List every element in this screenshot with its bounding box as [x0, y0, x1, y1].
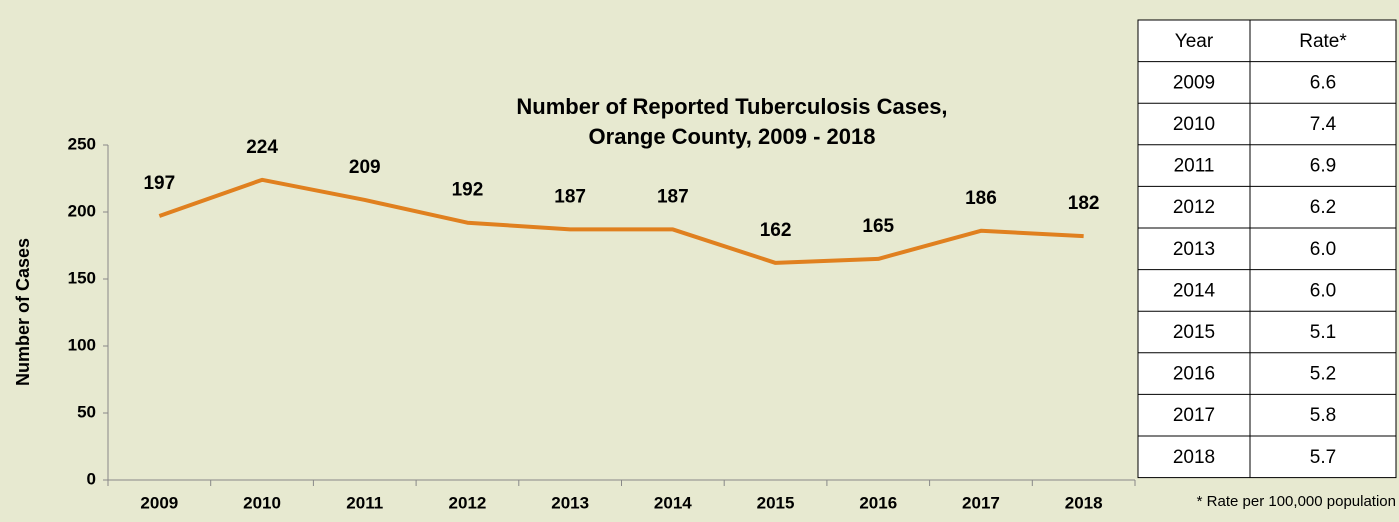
table-cell: 6.0	[1310, 280, 1336, 301]
table-frame	[1137, 19, 1397, 479]
y-tick-label: 100	[68, 335, 96, 354]
table-footnote: * Rate per 100,000 population	[1197, 493, 1396, 510]
x-tick-label: 2017	[962, 493, 1000, 512]
table-cell: 2017	[1173, 405, 1215, 426]
table-cell: 5.7	[1310, 447, 1336, 468]
table-cell: 2018	[1173, 447, 1215, 468]
y-tick-label: 0	[87, 469, 96, 488]
table-cell: 6.0	[1310, 239, 1336, 260]
data-label: 187	[554, 186, 586, 207]
x-tick-label: 2009	[140, 493, 178, 512]
x-tick-label: 2012	[449, 493, 487, 512]
data-label: 186	[965, 188, 997, 209]
data-label: 192	[452, 180, 484, 201]
table-cell: 2012	[1173, 197, 1215, 218]
data-label: 182	[1068, 193, 1100, 214]
table-cell: 6.9	[1310, 156, 1336, 177]
y-axis-label: Number of Cases	[13, 238, 33, 386]
table-cell: 5.8	[1310, 405, 1336, 426]
table-cell: 6.6	[1310, 72, 1336, 93]
table-cell: 2016	[1173, 364, 1215, 385]
x-tick-label: 2010	[243, 493, 281, 512]
table-cell: 2014	[1173, 280, 1216, 301]
chart-title: Number of Reported Tuberculosis Cases,	[516, 94, 947, 119]
chart-title: Orange County, 2009 - 2018	[589, 124, 876, 149]
x-tick-label: 2018	[1065, 493, 1103, 512]
table-cell: 6.2	[1310, 197, 1336, 218]
data-label: 224	[246, 137, 278, 158]
data-line	[158, 177, 1084, 265]
data-label: 162	[760, 220, 792, 241]
table-cell: 2013	[1173, 239, 1215, 260]
y-tick-label: 200	[68, 201, 96, 220]
x-tick-label: 2013	[551, 493, 589, 512]
data-label: 165	[862, 216, 894, 237]
data-label: 209	[349, 157, 381, 178]
x-tick-label: 2011	[346, 493, 383, 512]
x-tick-label: 2015	[757, 493, 795, 512]
table-header-cell: Year	[1175, 31, 1214, 52]
data-label: 197	[143, 173, 175, 194]
table-cell: 5.2	[1310, 364, 1336, 385]
table-cell: 2010	[1173, 114, 1215, 135]
table-cell: 2009	[1173, 72, 1215, 93]
y-tick-label: 250	[68, 134, 96, 153]
x-tick-label: 2016	[859, 493, 897, 512]
y-tick-label: 50	[77, 402, 96, 421]
table-header-cell: Rate*	[1299, 31, 1347, 52]
table-cell: 2015	[1173, 322, 1215, 343]
table-cell: 2011	[1174, 156, 1215, 177]
data-label: 187	[657, 186, 689, 207]
table-cell: 5.1	[1310, 322, 1336, 343]
table-cell: 7.4	[1310, 114, 1337, 135]
y-tick-label: 150	[68, 268, 96, 287]
x-tick-label: 2014	[654, 493, 692, 512]
